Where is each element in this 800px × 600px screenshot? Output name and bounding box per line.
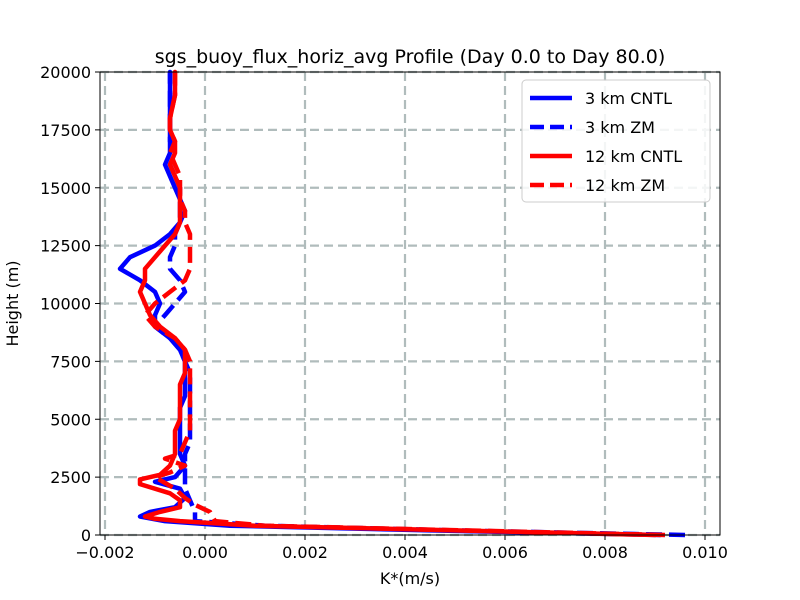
- series-line-12-km-cntl: [137, 69, 658, 538]
- legend-label: 12 km ZM: [585, 176, 665, 195]
- series-line-12-km-zm: [142, 72, 666, 538]
- chart-title: sgs_buoy_flux_horiz_avg Profile (Day 0.0…: [155, 46, 666, 68]
- legend: 3 km CNTL 3 km ZM 12 km CNTL 12 km ZM: [521, 79, 711, 203]
- y-axis-label: Height (m): [3, 260, 22, 346]
- legend-label: 3 km ZM: [585, 118, 655, 137]
- axis-ticks: −0.002 0.000 0.002 0.004 0.006 0.008 0.010 0 250…: [40, 63, 728, 562]
- y-tick-label: 7500: [50, 352, 91, 371]
- y-tick-label: 17500: [40, 121, 91, 140]
- y-tick-label: 12500: [40, 237, 91, 256]
- y-tick-label: 0: [81, 526, 91, 545]
- y-tick-label: 15000: [40, 179, 91, 198]
- y-tick-label: 5000: [50, 410, 91, 429]
- x-tick-label: −0.002: [75, 543, 134, 562]
- y-tick-label: 2500: [50, 468, 91, 487]
- plot-series: [117, 69, 686, 538]
- x-tick-label: 0.002: [282, 543, 328, 562]
- legend-label: 12 km CNTL: [585, 147, 682, 166]
- y-tick-label: 20000: [40, 63, 91, 82]
- x-tick-label: 0.010: [682, 543, 728, 562]
- x-tick-label: 0.004: [382, 543, 428, 562]
- legend-box: [521, 79, 711, 203]
- x-tick-label: 0.000: [182, 543, 228, 562]
- legend-label: 3 km CNTL: [585, 89, 672, 108]
- y-tick-label: 10000: [40, 295, 91, 314]
- x-axis-label: K*(m/s): [380, 569, 440, 588]
- x-tick-label: 0.008: [582, 543, 628, 562]
- x-tick-label: 0.006: [482, 543, 528, 562]
